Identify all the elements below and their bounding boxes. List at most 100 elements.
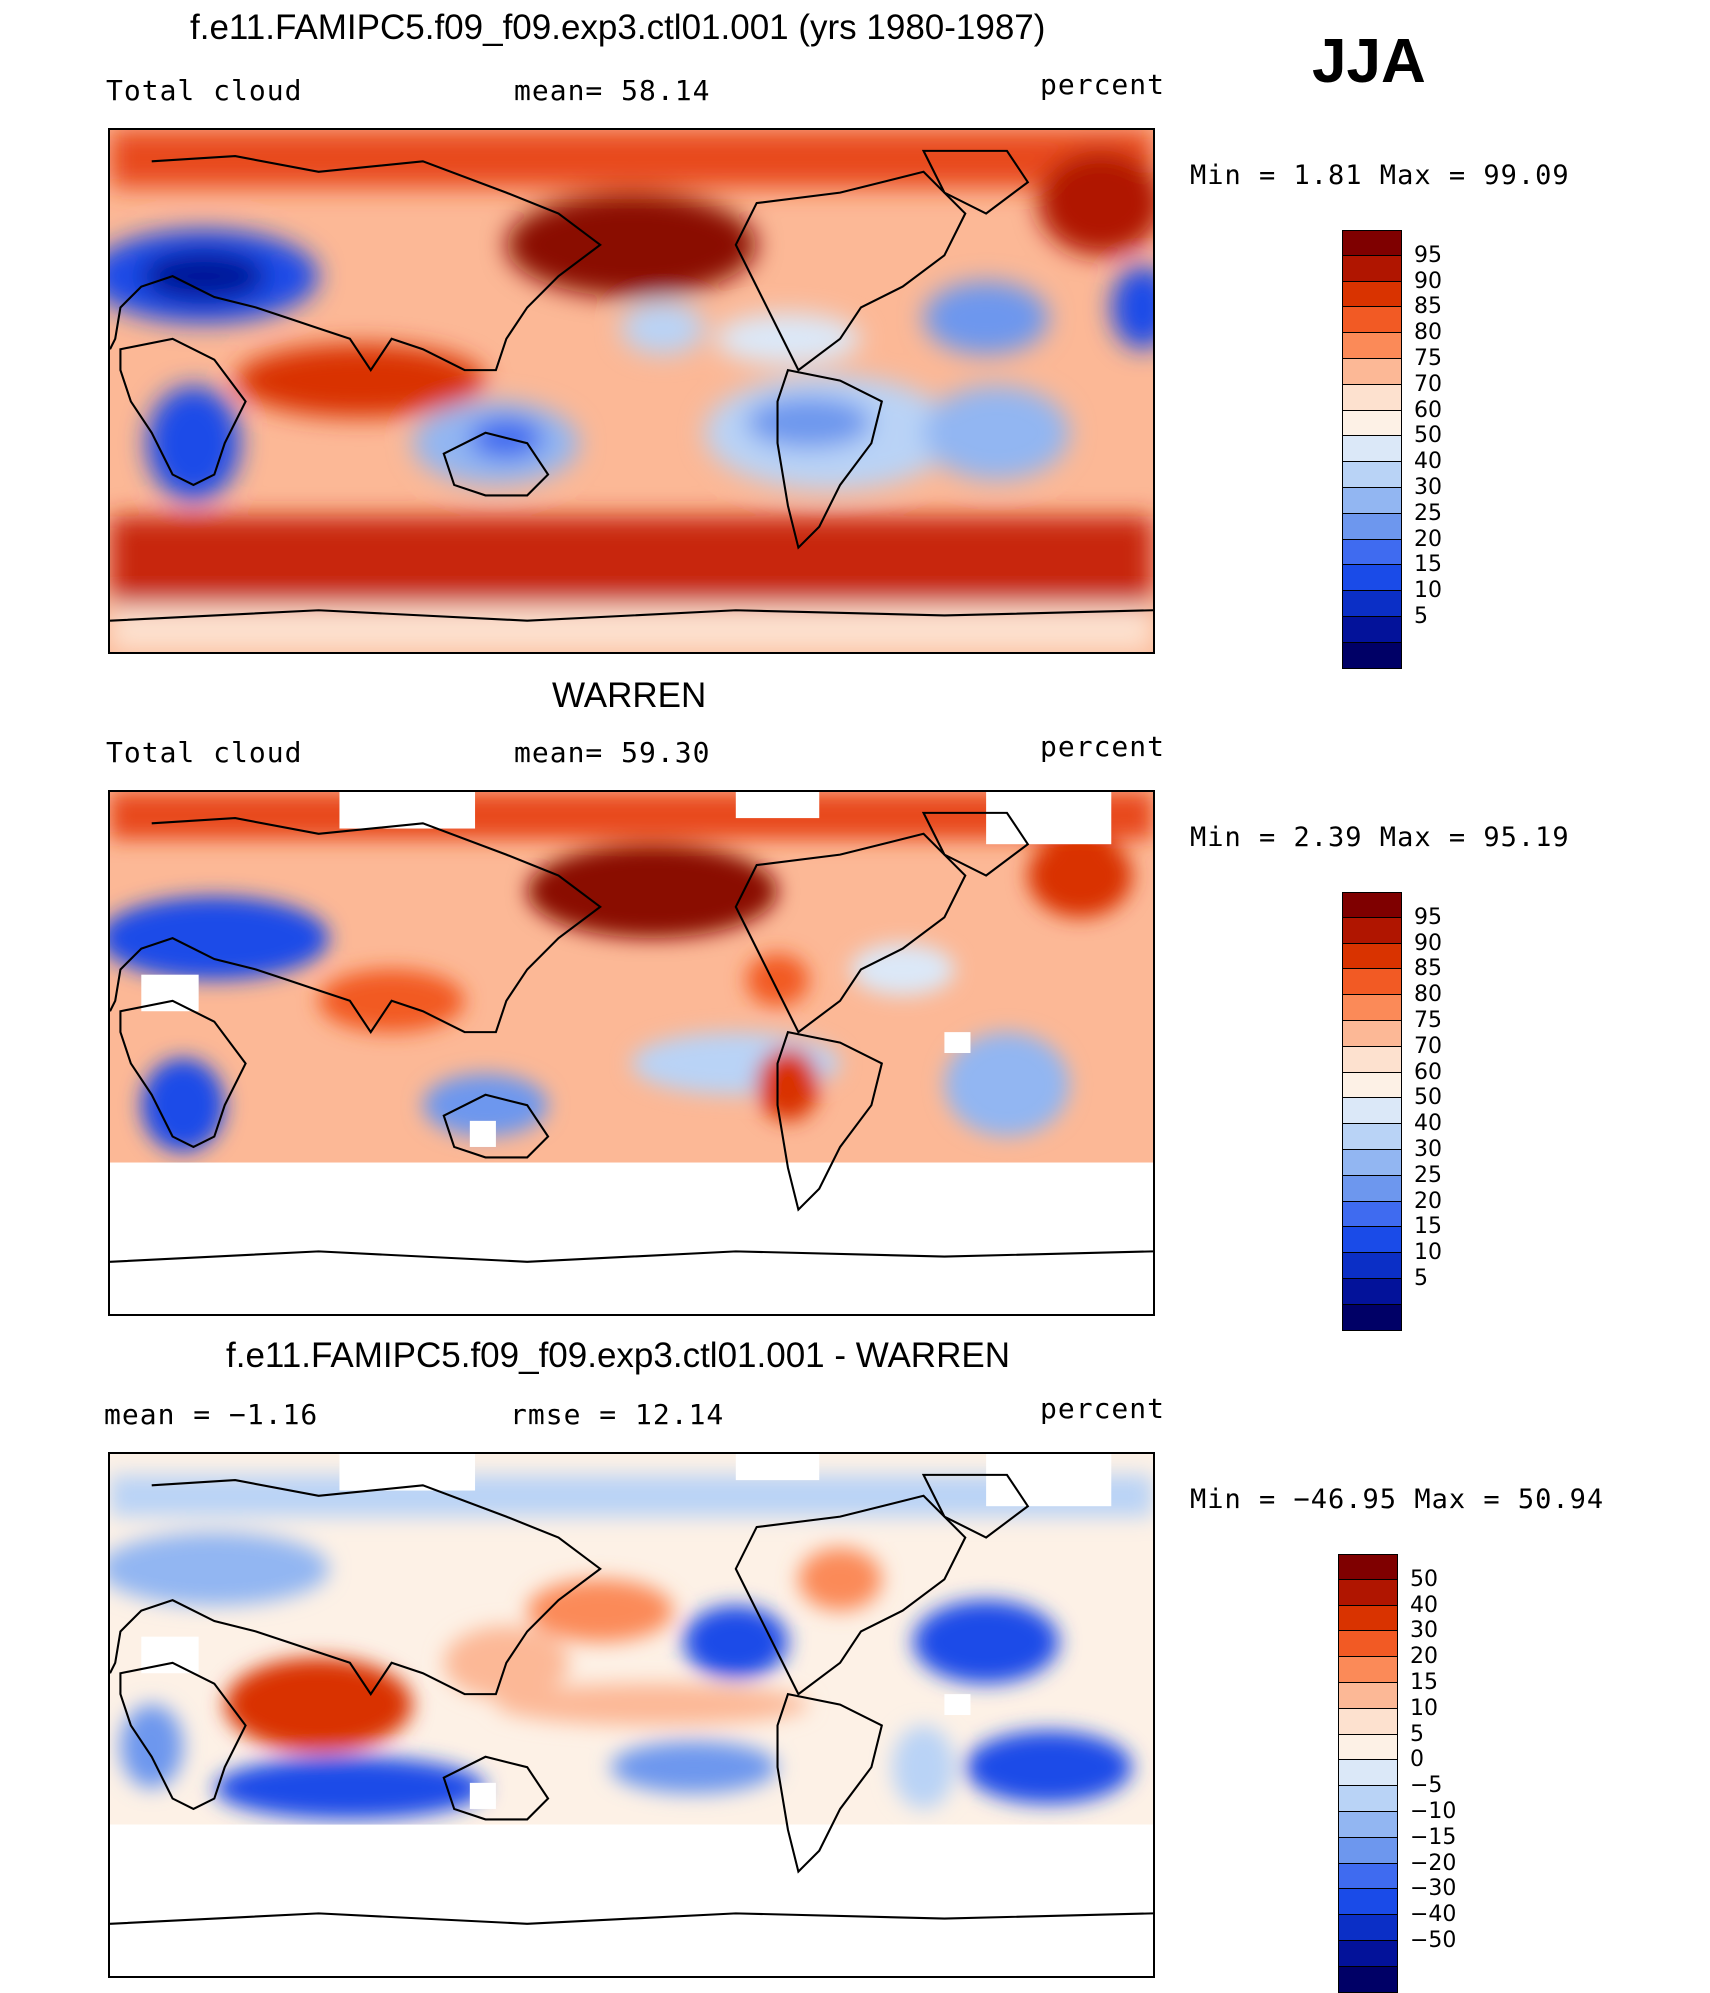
colorbar-swatch bbox=[1338, 1966, 1398, 1993]
colorbar-swatch bbox=[1342, 892, 1402, 918]
colorbar-label: 85 bbox=[1414, 956, 1442, 982]
colorbar-label: 25 bbox=[1414, 1162, 1442, 1188]
colorbar-swatch bbox=[1338, 1579, 1398, 1606]
colorbar-swatch bbox=[1342, 359, 1402, 385]
panel1-units-label: percent bbox=[1040, 68, 1166, 101]
panel2-units-label: percent bbox=[1040, 730, 1166, 763]
colorbar-swatch bbox=[1342, 565, 1402, 592]
colorbar-swatch bbox=[1338, 1812, 1398, 1838]
panel2-map bbox=[108, 790, 1155, 1316]
colorbar-swatch bbox=[1342, 539, 1402, 566]
colorbar-swatch bbox=[1342, 462, 1402, 488]
colorbar-label: 80 bbox=[1414, 982, 1442, 1008]
colorbar-label: 5 bbox=[1414, 1266, 1428, 1291]
colorbar-swatch bbox=[1342, 995, 1402, 1021]
panel1-title: f.e11.FAMIPC5.f09_f09.exp3.ctl01.001 (yr… bbox=[190, 8, 1046, 47]
colorbar-swatch bbox=[1342, 1072, 1402, 1099]
colorbar-label: 40 bbox=[1410, 1592, 1438, 1618]
colorbar-swatch bbox=[1342, 436, 1402, 463]
colorbar-label: 95 bbox=[1414, 904, 1442, 930]
colorbar-swatch bbox=[1338, 1554, 1398, 1580]
colorbar-swatch bbox=[1342, 1150, 1402, 1176]
colorbar-swatch bbox=[1342, 1098, 1402, 1125]
colorbar-label: 80 bbox=[1414, 320, 1442, 346]
colorbar-label: 90 bbox=[1414, 268, 1442, 294]
colorbar-swatch bbox=[1338, 1941, 1398, 1967]
colorbar-label: −10 bbox=[1410, 1799, 1457, 1824]
colorbar-swatch bbox=[1342, 513, 1402, 540]
colorbar-label: 15 bbox=[1414, 552, 1442, 578]
panel2-title: WARREN bbox=[552, 676, 707, 715]
colorbar-label: 75 bbox=[1414, 346, 1442, 371]
colorbar-label: 10 bbox=[1414, 1240, 1442, 1266]
panel2-minmax: Min = 2.39 Max = 95.19 bbox=[1190, 822, 1570, 853]
colorbar-label: 40 bbox=[1414, 449, 1442, 475]
colorbar-label: 15 bbox=[1410, 1670, 1438, 1695]
panel3-units-label: percent bbox=[1040, 1392, 1166, 1425]
panel1-minmax: Min = 1.81 Max = 99.09 bbox=[1190, 160, 1570, 191]
colorbar-label: 70 bbox=[1414, 371, 1442, 397]
colorbar-label: −50 bbox=[1410, 1928, 1457, 1953]
colorbar-label: 60 bbox=[1414, 397, 1442, 423]
colorbar-label: 75 bbox=[1414, 1008, 1442, 1033]
colorbar-swatch bbox=[1338, 1863, 1398, 1890]
colorbar-swatch bbox=[1342, 1304, 1402, 1331]
colorbar-swatch bbox=[1342, 642, 1402, 669]
panel1-variable-label: Total cloud bbox=[106, 74, 303, 107]
colorbar-swatch bbox=[1342, 333, 1402, 359]
colorbar-swatch bbox=[1342, 969, 1402, 996]
colorbar-swatch bbox=[1338, 1734, 1398, 1761]
colorbar-swatch bbox=[1342, 1175, 1402, 1202]
colorbar-swatch bbox=[1342, 1124, 1402, 1150]
panel1-mean-label: mean= 58.14 bbox=[514, 74, 711, 107]
colorbar-swatch bbox=[1342, 488, 1402, 514]
panel2-mean-label: mean= 59.30 bbox=[514, 736, 711, 769]
colorbar-swatch bbox=[1342, 1201, 1402, 1228]
colorbar-swatch bbox=[1342, 1046, 1402, 1073]
colorbar-swatch bbox=[1338, 1605, 1398, 1632]
colorbar-label: 90 bbox=[1414, 930, 1442, 956]
colorbar-swatch bbox=[1338, 1837, 1398, 1864]
colorbar-label: 15 bbox=[1414, 1214, 1442, 1240]
colorbar-swatch bbox=[1338, 1889, 1398, 1916]
colorbar-label: 50 bbox=[1414, 1085, 1442, 1111]
colorbar-label: 20 bbox=[1414, 1188, 1442, 1214]
colorbar-label: 25 bbox=[1414, 500, 1442, 526]
colorbar-swatch bbox=[1342, 943, 1402, 970]
colorbar-label: 0 bbox=[1410, 1747, 1424, 1773]
colorbar-swatch bbox=[1342, 591, 1402, 617]
colorbar-label: 85 bbox=[1414, 294, 1442, 320]
colorbar-swatch bbox=[1342, 230, 1402, 256]
colorbar-label: 40 bbox=[1414, 1111, 1442, 1137]
colorbar-swatch bbox=[1342, 917, 1402, 944]
panel3-map bbox=[108, 1452, 1155, 1978]
colorbar-label: −20 bbox=[1410, 1850, 1457, 1876]
colorbar-label: 70 bbox=[1414, 1033, 1442, 1059]
colorbar-swatch bbox=[1342, 384, 1402, 411]
colorbar-label: 20 bbox=[1414, 526, 1442, 552]
colorbar-label: 5 bbox=[1414, 604, 1428, 629]
colorbar-label: 60 bbox=[1414, 1059, 1442, 1085]
colorbar-label: −30 bbox=[1410, 1876, 1457, 1902]
colorbar-swatch bbox=[1342, 1227, 1402, 1254]
colorbar-label: 30 bbox=[1410, 1618, 1438, 1644]
panel1-map bbox=[108, 128, 1155, 654]
colorbar-swatch bbox=[1338, 1786, 1398, 1812]
colorbar-label: −15 bbox=[1410, 1824, 1457, 1850]
colorbar-label: 30 bbox=[1414, 1137, 1442, 1162]
colorbar-swatch bbox=[1338, 1760, 1398, 1787]
panel3-minmax: Min = −46.95 Max = 50.94 bbox=[1190, 1484, 1605, 1515]
colorbar-swatch bbox=[1342, 307, 1402, 334]
colorbar-swatch bbox=[1342, 617, 1402, 643]
colorbar-swatch bbox=[1338, 1631, 1398, 1658]
colorbar-label: 50 bbox=[1410, 1566, 1438, 1592]
panel3-title: f.e11.FAMIPC5.f09_f09.exp3.ctl01.001 - W… bbox=[226, 1336, 1010, 1375]
colorbar-swatch bbox=[1342, 1253, 1402, 1279]
panel3-mean-label: mean = −1.16 bbox=[104, 1398, 319, 1431]
colorbar-label: 10 bbox=[1410, 1695, 1438, 1721]
colorbar-label: 50 bbox=[1414, 423, 1442, 449]
panel3-rmse-label: rmse = 12.14 bbox=[510, 1398, 725, 1431]
colorbar-swatch bbox=[1342, 1279, 1402, 1305]
colorbar-label: 95 bbox=[1414, 242, 1442, 268]
colorbar-label: 20 bbox=[1410, 1644, 1438, 1670]
